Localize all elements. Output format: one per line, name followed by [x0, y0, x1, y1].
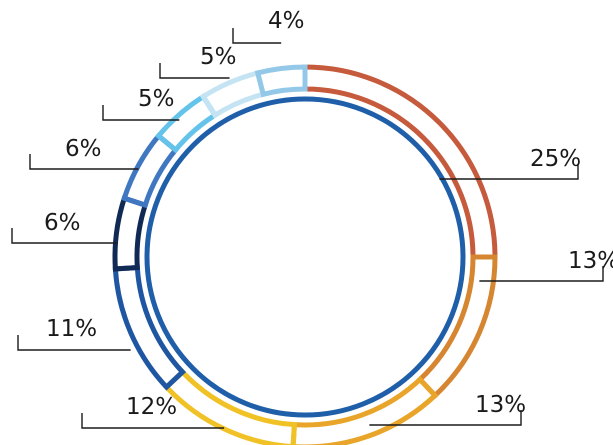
slice-label-2: 13%	[568, 248, 613, 274]
slice-label-7: 6%	[65, 136, 102, 162]
ring-segments	[112, 64, 498, 445]
leader-line-10	[232, 28, 282, 44]
leader-line-5	[17, 335, 131, 351]
inner-circle	[144, 96, 466, 418]
leader-line-3	[369, 410, 522, 426]
leader-line-6	[11, 228, 117, 244]
leader-line-1	[439, 164, 579, 180]
leader-line-9	[159, 63, 230, 79]
leader-line-7	[29, 154, 139, 170]
ring-segment-1	[302, 64, 498, 260]
slice-label-10: 4%	[268, 8, 305, 34]
slice-label-3: 13%	[475, 392, 526, 418]
slice-label-9: 5%	[200, 44, 237, 70]
leader-line-8	[102, 105, 180, 121]
slice-label-6: 6%	[44, 210, 81, 236]
slice-labels: 25% 13% 13% 12% 11% 6% 6% 5% 5% 4%	[11, 8, 613, 429]
slice-label-4: 12%	[126, 394, 177, 420]
ring-segment-2	[416, 254, 498, 400]
leader-line-2	[479, 266, 604, 282]
ring-segment-6	[112, 195, 149, 272]
slice-label-5: 11%	[46, 316, 97, 342]
leader-line-4	[81, 413, 225, 429]
ring-segment-4	[162, 368, 298, 445]
slice-label-1: 25%	[530, 146, 581, 172]
slice-label-8: 5%	[138, 86, 175, 112]
ring-segment-10	[254, 64, 308, 98]
